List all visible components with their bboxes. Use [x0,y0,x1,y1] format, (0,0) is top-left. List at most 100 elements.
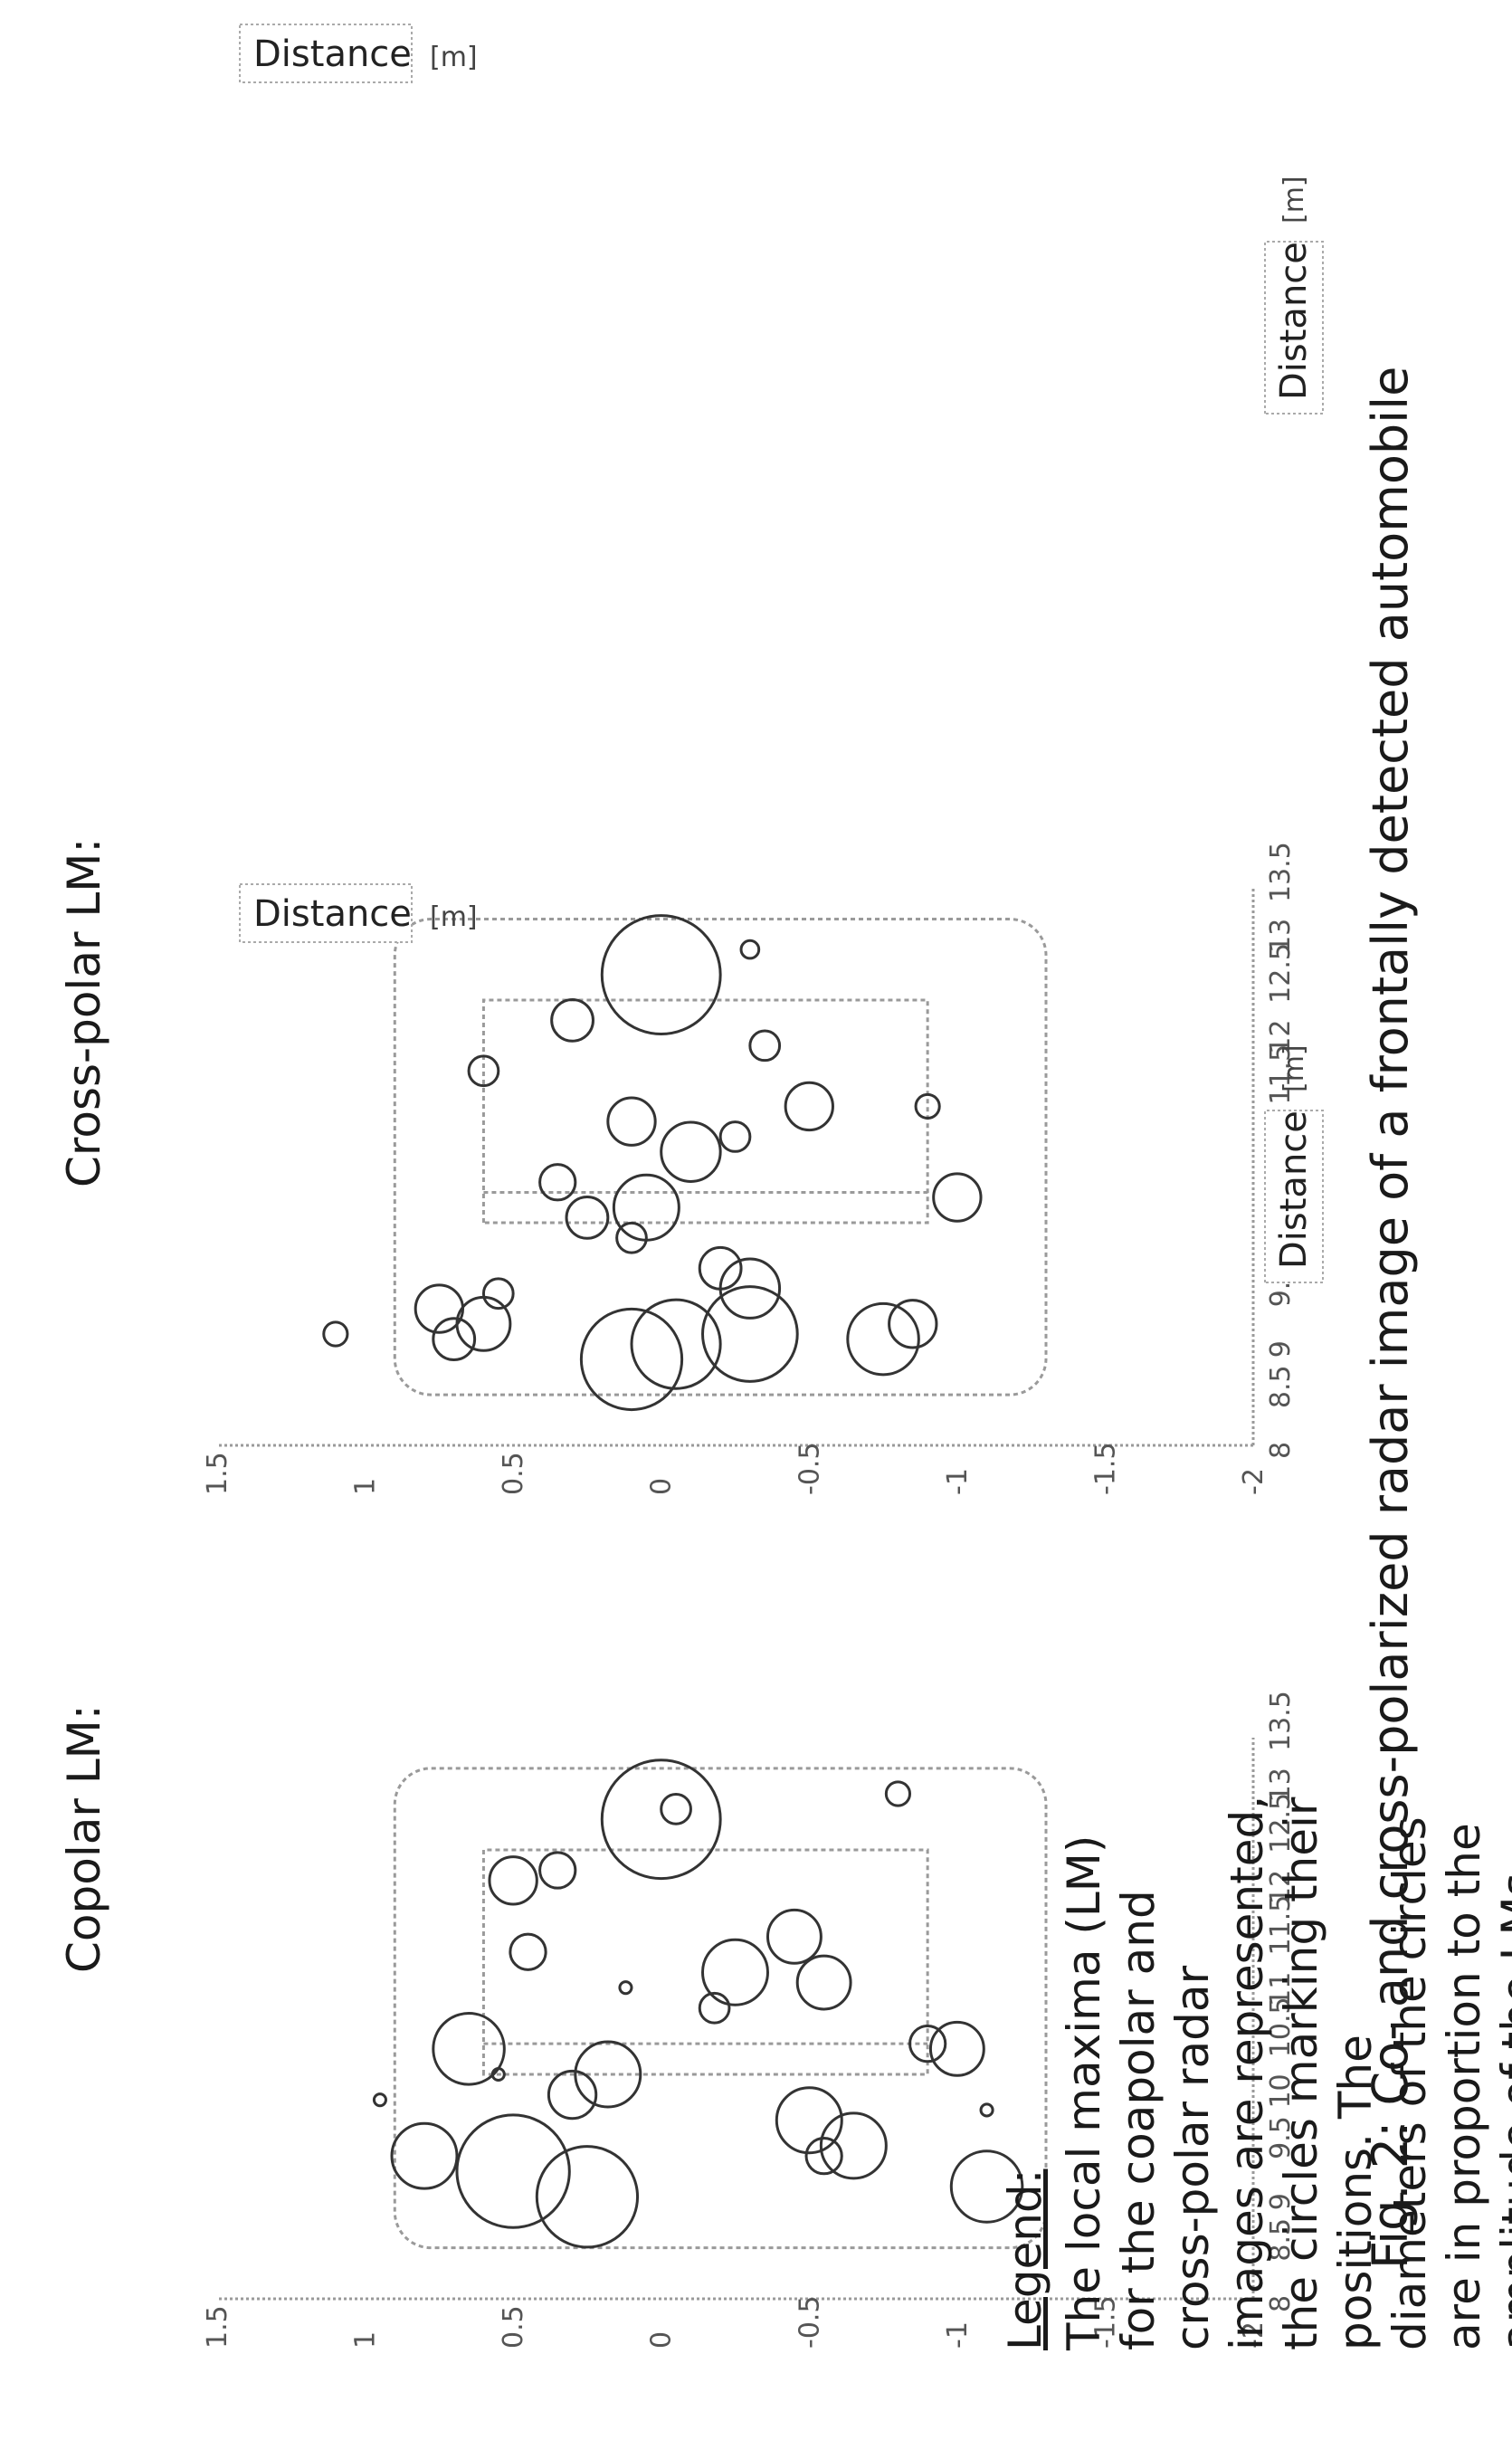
legend-line: are in proportion to the [1438,1823,1490,2350]
x-tick-label: 1.5 [202,2305,233,2349]
x-tick-label: 1.5 [202,1452,233,1495]
y-tick-label: 11 [1265,1972,1297,2006]
x-tick-label: -1.5 [1089,1442,1121,1495]
legend-title: Legend: [999,2168,1051,2350]
x-tick-label: -2 [1238,2321,1270,2349]
copolar-title: Copolar LM: [58,1704,110,1973]
x-tick-label: 0.5 [498,1452,529,1495]
copolar-ylabel-text: Distance [253,33,412,75]
data-point [701,1285,799,1383]
data-point [547,2069,598,2121]
data-point [432,1317,477,1361]
copolar-axes: -2-1.5-1-0.500.511.588.599.51010.51111.5… [202,1691,1297,2349]
data-point [804,2137,843,2176]
y-tick-label: 13.5 [1265,842,1297,902]
data-point [846,1301,920,1377]
legend-line: positions. The [1329,2035,1382,2350]
data-point [914,1092,941,1120]
data-point [979,2102,994,2118]
legend-line: for the coapolar and [1112,1890,1165,2350]
data-point [488,1855,538,1906]
data-point [618,1980,633,1996]
x-tick-label: -1 [942,2321,974,2349]
data-point [795,1954,852,2011]
data-point [698,1991,731,2025]
data-point [322,1320,349,1348]
data-point [748,1029,782,1063]
data-point [701,1938,769,2006]
data-point [884,1780,912,1807]
rotated-figure: Copolar LM: -2-1.5-1-0.500.511.588.599.5… [58,24,1512,2351]
crosspolar-xlabel: Distance [1264,1110,1324,1283]
legend-line: images are represented, [1221,1796,1273,2350]
copolar-xlabel-text: Distance [1273,242,1315,400]
data-point [538,1851,577,1890]
x-tick-label: 1 [350,1478,382,1495]
y-tick-label: 10 [1265,2073,1297,2108]
x-tick-label: 1 [350,2331,382,2349]
x-tick-label: -1.5 [1089,2295,1121,2349]
data-point [932,1172,983,1223]
crosspolar-car-outline [393,918,1048,1396]
y-tick-label: 8 [1265,1442,1297,1459]
data-point [606,1096,657,1147]
data-point [766,1908,823,1965]
y-tick-label: 12.5 [1265,943,1297,1004]
copolar-xunit: [m] [1279,176,1310,224]
car-body-outline [393,1767,1048,2250]
car-cabin-outline [481,998,929,1225]
y-tick-label: 12.5 [1265,1793,1297,1854]
data-point [455,2113,571,2229]
data-point [819,2111,888,2180]
crosspolar-xunit: [m] [1279,1044,1310,1092]
y-tick-label: 12 [1265,1870,1297,1904]
data-point [630,1298,722,1390]
data-point [949,2149,1024,2224]
y-tick-label: 11.5 [1265,1895,1297,1956]
figure-caption: Fig. 2: Co- and cross-polarized radar im… [1362,367,1419,2269]
x-tick-label: -0.5 [794,1442,825,1495]
data-point [574,2040,642,2109]
data-point [579,1307,684,1412]
copolar-car-outline [393,1767,1048,2250]
y-tick-label: 11.5 [1265,1044,1297,1105]
data-point [660,1793,692,1825]
data-point [550,997,594,1043]
data-point [660,1120,722,1183]
crosspolar-xlabel-text: Distance [1273,1110,1315,1269]
data-point [928,2020,985,2077]
data-point [775,2086,843,2155]
crosspolar-ylabel: Distance [m] [239,883,478,943]
data-point [718,1257,782,1320]
data-point [718,1120,752,1153]
data-point [615,1221,648,1254]
data-point [784,1081,834,1132]
y-tick-label: 9 [1265,1340,1297,1358]
data-point [432,2012,506,2086]
crosspolar-title: Cross-polar LM: [58,838,110,1187]
y-tick-label: 8.5 [1265,1365,1297,1408]
legend-line: cross-polar radar [1166,1965,1219,2350]
data-point [481,1277,515,1311]
data-point [509,1932,547,1971]
x-tick-label: -0.5 [794,2295,825,2349]
y-tick-label: 13 [1265,1768,1297,1802]
legend-line: diameters of the circles [1384,1816,1436,2350]
data-point [535,2145,640,2249]
copolar-ylabel: Distance [m] [239,24,478,83]
car-body-outline [393,918,1048,1396]
x-tick-label: 0 [646,2331,678,2349]
y-tick-label: 13 [1265,919,1297,953]
x-tick-label: -1 [942,1468,974,1495]
copolar-points [372,1758,1024,2249]
copolar-panel: Copolar LM: -2-1.5-1-0.500.511.588.599.5… [58,24,1324,2349]
data-point [372,2092,387,2108]
x-tick-label: 0 [646,1478,678,1495]
legend-line: amplitude of the LMs. [1492,1858,1512,2350]
y-tick-label: 9.5 [1265,2116,1297,2159]
data-point [600,914,722,1035]
data-point [538,1163,577,1202]
legend-line: The local maxima (LM) [1058,1835,1110,2351]
legend-block: Legend: The local maxima (LM) for the co… [999,1796,1512,2351]
